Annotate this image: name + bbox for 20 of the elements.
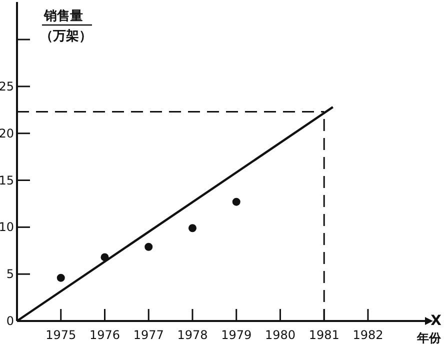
point — [56, 274, 65, 282]
y-tick-label: 15 — [0, 173, 14, 188]
y-axis-title: 销售量（万架） — [40, 9, 92, 44]
point — [188, 224, 196, 232]
x-tick-label: 1976 — [89, 328, 120, 342]
x-tick-label: 1980 — [264, 328, 296, 342]
point — [144, 242, 153, 251]
y-tick-label: 5 — [6, 267, 14, 282]
y-tick-label: 0 — [6, 314, 14, 328]
x-tick-label: 1982 — [352, 328, 384, 342]
y-tick-label: 10 — [0, 220, 14, 234]
x-tick-label: 1977 — [133, 328, 164, 342]
x-tick-label: 1981 — [308, 328, 340, 342]
x-tick-label: 1975 — [46, 328, 76, 342]
point — [232, 198, 240, 206]
x-tick-label: 1979 — [221, 328, 252, 342]
x-axis-title: X 年份 — [416, 313, 442, 345]
x-tick-label: 1978 — [177, 328, 208, 342]
y-tick-label: 20 — [0, 126, 14, 140]
y-tick-label: 25 — [0, 79, 14, 94]
